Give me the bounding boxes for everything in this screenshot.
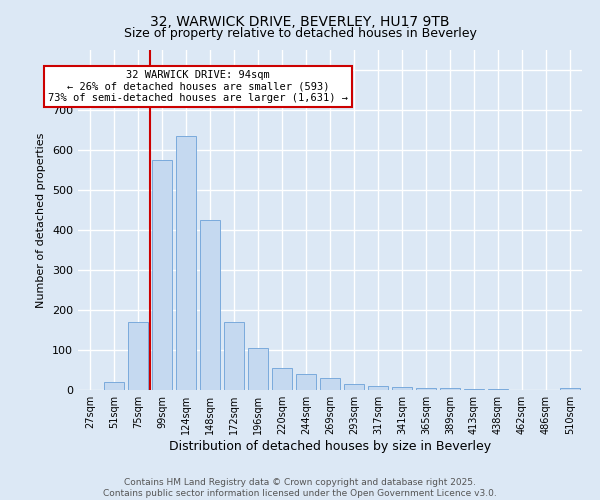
Bar bbox=[176, 136, 196, 390]
Bar bbox=[152, 160, 172, 390]
Text: Contains HM Land Registry data © Crown copyright and database right 2025.
Contai: Contains HM Land Registry data © Crown c… bbox=[103, 478, 497, 498]
Text: 32 WARWICK DRIVE: 94sqm
← 26% of detached houses are smaller (593)
73% of semi-d: 32 WARWICK DRIVE: 94sqm ← 26% of detache… bbox=[48, 70, 348, 103]
Text: Size of property relative to detached houses in Beverley: Size of property relative to detached ho… bbox=[124, 28, 476, 40]
Bar bbox=[440, 388, 460, 390]
Text: 32, WARWICK DRIVE, BEVERLEY, HU17 9TB: 32, WARWICK DRIVE, BEVERLEY, HU17 9TB bbox=[150, 15, 450, 29]
Bar bbox=[200, 220, 220, 390]
Y-axis label: Number of detached properties: Number of detached properties bbox=[37, 132, 46, 308]
Bar bbox=[488, 389, 508, 390]
Bar bbox=[224, 322, 244, 390]
Bar bbox=[344, 384, 364, 390]
Bar bbox=[392, 387, 412, 390]
Bar bbox=[464, 389, 484, 390]
Bar bbox=[560, 388, 580, 390]
Bar bbox=[416, 388, 436, 390]
Bar bbox=[368, 386, 388, 390]
Bar bbox=[248, 348, 268, 390]
Bar bbox=[128, 322, 148, 390]
Bar bbox=[104, 382, 124, 390]
Bar bbox=[320, 378, 340, 390]
Bar bbox=[296, 374, 316, 390]
X-axis label: Distribution of detached houses by size in Beverley: Distribution of detached houses by size … bbox=[169, 440, 491, 453]
Bar bbox=[272, 368, 292, 390]
